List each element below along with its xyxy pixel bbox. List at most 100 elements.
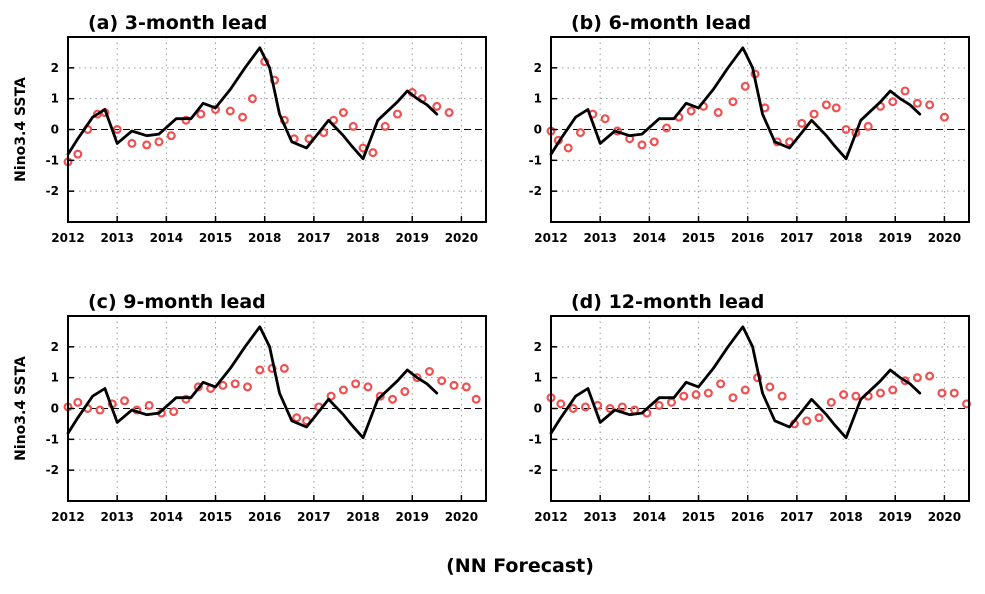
forecast-point [912,373,922,383]
x-tick-label: 2018 [346,231,379,245]
forecast-point [925,371,935,381]
forecast-point [326,391,336,401]
forecast-point [424,367,434,377]
forecast-series [546,69,949,153]
chart-panel-2: 2012 2013 2014 2015 2016 2017 2018 2019 2020 2 1 0 -… [529,12,970,245]
x-tick-label: 2012 [51,231,84,245]
x-tick-label: 2019 [879,510,912,524]
panel-title: (d) 12-month lead [571,291,764,313]
y-tick-label: 0 [534,402,542,416]
forecast-point [580,402,590,412]
x-tick-label: 2018 [248,231,281,245]
x-tick-label: 2018 [346,510,379,524]
forecast-point [196,109,206,119]
x-tick-label: 2015 [682,231,715,245]
x-tick-label: 2018 [829,231,862,245]
forecast-point [831,103,841,113]
forecast-point [900,86,910,96]
forecast-point [444,108,454,118]
forecast-point [937,388,947,398]
forecast-point [279,363,289,373]
x-tick-label: 2020 [928,231,961,245]
y-tick-label: 2 [51,61,59,75]
forecast-point [142,140,152,150]
x-tick-label: 2018 [829,510,862,524]
x-tick-label: 2015 [682,510,715,524]
forecast-point [338,108,348,118]
forecast-point [649,137,659,147]
chart-panel-3: 2012 2013 2014 2015 2016 2017 2018 2019 2020 2 1 0 -… [13,291,487,524]
forecast-point [728,97,738,107]
y-tick-label: -1 [529,432,542,446]
forecast-point [576,128,586,138]
forecast-point [703,388,713,398]
forecast-point [338,385,348,395]
forecast-point [368,148,378,158]
forecast-point [797,118,807,128]
figure-footer: (NN Forecast) [446,555,594,577]
y-tick-label: -2 [46,184,59,198]
forecast-point [112,124,122,134]
forecast-point [765,382,775,392]
forecast-point [247,94,257,104]
y-tick-label: 2 [534,340,542,354]
forecast-point [242,382,252,392]
forecast-point [169,407,179,417]
forecast-point [666,397,676,407]
x-tick-label: 2017 [780,231,813,245]
y-tick-label: -1 [46,153,59,167]
forecast-point [127,138,137,148]
forecast-point [461,382,471,392]
forecast-point [713,108,723,118]
panel-title: (b) 6-month lead [571,12,751,34]
x-tick-label: 2017 [297,231,330,245]
forecast-point [351,379,361,389]
x-tick-label: 2020 [445,510,478,524]
forecast-point [348,121,358,131]
x-tick-label: 2016 [731,510,764,524]
forecast-point [563,143,573,153]
forecast-point [728,393,738,403]
forecast-point [73,149,83,159]
y-tick-label: 2 [51,340,59,354]
y-tick-label: 1 [51,371,59,385]
forecast-point [686,106,696,116]
chart-panel-1: 2012 2013 2014 2015 2018 2017 2018 2019 2020 2 1 0 -… [13,12,487,245]
x-tick-label: 2015 [199,231,232,245]
forecast-point [144,400,154,410]
y-tick-label: 0 [51,123,59,137]
x-tick-label: 2013 [583,231,616,245]
forecast-point [449,380,459,390]
x-tick-label: 2012 [534,510,567,524]
x-tick-label: 2014 [633,510,666,524]
x-tick-label: 2017 [297,510,330,524]
forecast-point [600,114,610,124]
chart-panel-4: 2012 2013 2014 2015 2016 2017 2018 2019 2020 2 1 0 -… [529,291,972,524]
forecast-point [388,394,398,404]
forecast-point [740,81,750,91]
x-tick-label: 2017 [780,510,813,524]
forecast-point [821,100,831,110]
forecast-point [154,137,164,147]
forecast-point [238,112,248,122]
forecast-point [691,390,701,400]
chart-panels: 2012 2013 2014 2015 2018 2017 2018 2019 2020 2 1 0 -… [13,12,972,524]
forecast-point [181,115,191,125]
forecast-point [218,380,228,390]
forecast-point [556,399,566,409]
forecast-point [826,397,836,407]
y-tick-label: -1 [46,432,59,446]
forecast-point [363,382,373,392]
y-axis-label: Nino3.4 SSTA [13,356,29,461]
forecast-point [925,100,935,110]
observed-line [66,46,439,161]
forecast-point [839,390,849,400]
forecast-point [777,391,787,401]
forecast-point [605,404,615,414]
forecast-point [292,413,302,423]
forecast-point [392,109,402,119]
forecast-point [95,405,105,415]
y-tick-label: -2 [529,463,542,477]
forecast-point [637,140,647,150]
y-axis-label: Nino3.4 SSTA [13,77,29,182]
